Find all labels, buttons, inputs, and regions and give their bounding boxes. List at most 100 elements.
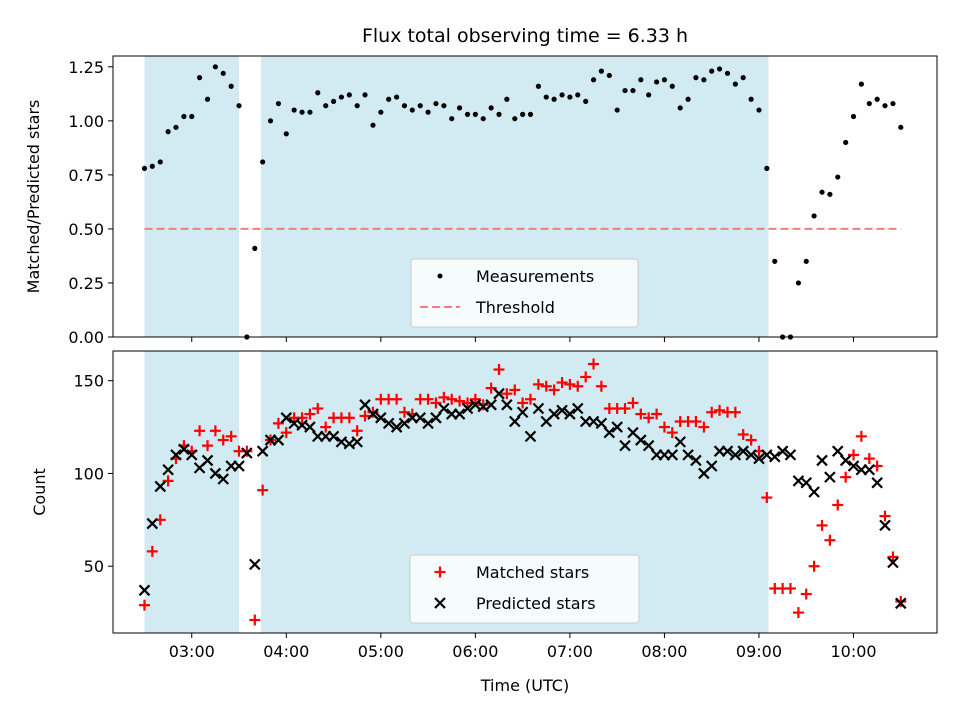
bottom-legend: Matched stars Predicted stars	[409, 554, 640, 624]
matched-star-point	[359, 410, 371, 422]
matched-star-point	[138, 599, 150, 611]
matched-star-point	[879, 510, 891, 522]
measurement-point	[669, 83, 675, 89]
matched-star-point	[564, 378, 576, 390]
measurement-point	[401, 103, 408, 109]
measurement-point	[882, 103, 888, 109]
measurement-point	[425, 109, 431, 115]
matched-star-point	[895, 595, 907, 607]
predicted-star-point	[871, 476, 883, 489]
measurement-point	[212, 64, 218, 70]
predicted-star-point	[154, 480, 167, 493]
legend-label-measurements: Measurements	[476, 267, 594, 286]
matched-star-point	[651, 408, 663, 420]
matched-star-point	[225, 430, 237, 442]
predicted-star-point	[516, 406, 529, 419]
predicted-star-point	[603, 426, 616, 439]
matched-star-point	[194, 425, 206, 437]
matched-star-point	[824, 534, 836, 546]
matched-star-point	[391, 393, 403, 405]
measurement-point	[850, 113, 857, 120]
measurement-point	[267, 118, 274, 124]
legend-label-matched: Matched stars	[476, 563, 589, 582]
measurement-point	[496, 111, 502, 117]
measurement-point	[173, 124, 179, 130]
matched-star-point	[595, 380, 607, 392]
measurement-point	[606, 72, 612, 79]
predicted-star-point	[256, 445, 269, 457]
y-tick-label: 100	[73, 464, 104, 483]
measurement-point	[748, 96, 754, 102]
matched-star-point	[493, 364, 505, 376]
y-tick-label: 150	[73, 372, 104, 391]
bottom-axes-frame	[112, 350, 938, 634]
matched-star-point	[572, 380, 584, 392]
measurement-point	[204, 96, 211, 102]
predicted-star-point	[493, 387, 505, 400]
measurement-point	[228, 83, 234, 89]
matched-star-point	[627, 397, 639, 409]
matched-star-point	[469, 393, 481, 405]
measurement-point	[165, 129, 171, 135]
measurement-point	[575, 92, 581, 98]
measurement-point	[149, 163, 155, 169]
matched-star-point	[477, 399, 489, 411]
top-y-axis-label: Matched/Predicted stars	[24, 100, 43, 294]
measurement-point	[827, 191, 833, 197]
predicted-star-point	[524, 430, 537, 443]
predicted-star-point	[564, 408, 576, 420]
predicted-star-point	[895, 597, 907, 610]
y-tick-label: 0.50	[68, 220, 104, 239]
predicted-star-point	[241, 447, 253, 459]
bottom-x-ticks: 03:00 04:00 05:00 06:00 07:00 08:00 09:00 10:00	[169, 633, 877, 661]
matched-star-point	[320, 421, 332, 433]
matched-star-point	[351, 425, 363, 437]
predicted-star-point	[422, 417, 434, 430]
predicted-star-point	[556, 404, 568, 417]
predicted-star-point	[414, 412, 427, 424]
predicted-star-point	[611, 421, 623, 433]
measurement-point	[811, 213, 817, 219]
matched-star-point	[501, 388, 513, 400]
matched-star-point	[580, 371, 592, 383]
measurement-point	[732, 81, 738, 87]
measurement-point	[386, 96, 392, 102]
legend-marker-matched	[434, 566, 446, 578]
measurement-point	[330, 98, 337, 104]
top-legend-box	[410, 258, 639, 328]
matched-star-point	[446, 393, 458, 405]
measurement-point	[354, 103, 360, 109]
measurement-point	[480, 116, 486, 122]
matched-star-point	[257, 484, 269, 496]
predicted-star-point	[642, 439, 655, 452]
y-tick-label: 0.00	[68, 328, 104, 347]
predicted-star-point	[682, 449, 694, 461]
predicted-star-point	[776, 445, 789, 457]
measurement-point	[709, 68, 715, 74]
y-tick-label: 1.25	[68, 58, 104, 77]
y-tick-label: 0.25	[68, 274, 104, 293]
x-tick-label: 09:00	[736, 642, 782, 661]
top-axes-frame	[112, 55, 938, 338]
y-tick-label: 1.00	[68, 112, 104, 131]
measurement-point	[315, 90, 321, 96]
measurement-point	[338, 94, 345, 100]
matched-star-point	[761, 492, 773, 504]
matched-star-point	[816, 519, 828, 531]
ratio-panel: 0.00 0.25 0.50 0.75 1.00 1.25 Flux total obse…	[24, 25, 938, 347]
measurement-point	[843, 139, 849, 146]
measurement-point	[488, 105, 494, 111]
measurement-point	[441, 103, 447, 109]
matched-star-point	[848, 449, 860, 461]
predicted-star-point	[509, 415, 521, 428]
measurement-point	[141, 165, 148, 171]
predicted-star-point	[800, 476, 813, 489]
matched-star-point	[745, 434, 757, 446]
matched-star-point	[737, 428, 749, 440]
matched-star-point	[666, 427, 678, 439]
x-tick-label: 05:00	[358, 642, 404, 661]
predicted-star-point	[390, 421, 403, 433]
measurement-point	[590, 77, 597, 83]
